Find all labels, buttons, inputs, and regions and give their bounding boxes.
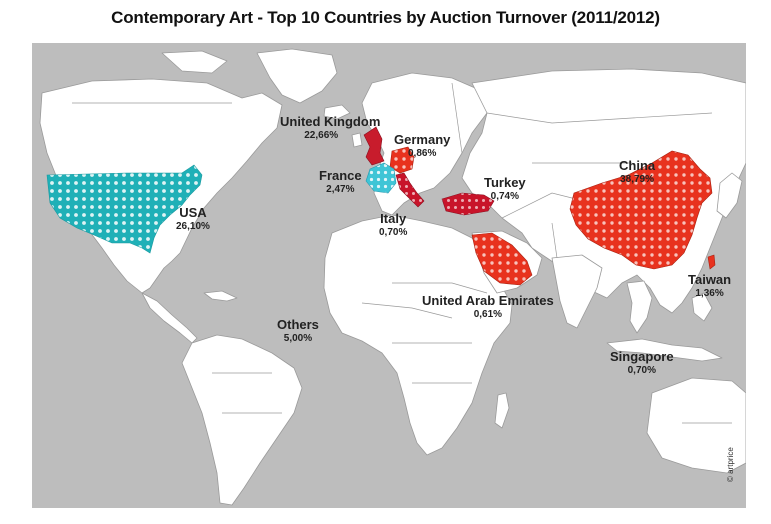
label-singapore-value: 0,70% bbox=[627, 364, 656, 376]
philippines-islands bbox=[691, 292, 713, 322]
label-others-value: 5,00% bbox=[283, 332, 313, 344]
china-region bbox=[569, 150, 713, 270]
label-usa-value: 26,10% bbox=[176, 220, 210, 232]
label-france-value: 2,47% bbox=[326, 183, 355, 195]
label-china: China 38,79% bbox=[619, 158, 656, 185]
india-landmass bbox=[551, 254, 603, 329]
label-france-name: France bbox=[319, 168, 362, 183]
label-china-name: China bbox=[619, 158, 656, 173]
japan-islands bbox=[716, 172, 743, 219]
label-others-name: Others bbox=[277, 317, 319, 332]
label-france: France 2,47% bbox=[319, 168, 362, 195]
label-uae-value: 0,61% bbox=[473, 308, 503, 320]
label-taiwan-name: Taiwan bbox=[688, 272, 732, 287]
africa-landmass bbox=[323, 214, 513, 456]
world-map: USA 26,10% United Kingdom 22,66% Germany… bbox=[32, 43, 746, 508]
caribbean-islands bbox=[203, 290, 238, 302]
label-uae: United Arab Emirates 0,61% bbox=[422, 293, 554, 320]
label-singapore: Singapore 0,70% bbox=[610, 349, 674, 376]
greenland-landmass bbox=[256, 48, 338, 104]
label-uk-name: United Kingdom bbox=[280, 114, 381, 129]
ireland-landmass bbox=[351, 132, 363, 148]
label-others: Others 5,00% bbox=[277, 317, 319, 344]
label-germany: Germany 0,86% bbox=[394, 132, 451, 159]
usa-region bbox=[46, 164, 203, 254]
label-italy: Italy 0,70% bbox=[379, 211, 408, 238]
saudi-uae-region bbox=[471, 232, 533, 286]
label-china-value: 38,79% bbox=[620, 173, 655, 185]
france-region bbox=[365, 162, 397, 194]
arctic-islands bbox=[161, 50, 228, 74]
australia-landmass bbox=[646, 377, 746, 474]
label-taiwan: Taiwan 1,36% bbox=[688, 272, 732, 299]
label-turkey: Turkey 0,74% bbox=[484, 175, 526, 202]
label-italy-value: 0,70% bbox=[379, 226, 408, 238]
label-uk: United Kingdom 22,66% bbox=[280, 114, 381, 141]
label-usa: USA 26,10% bbox=[176, 205, 210, 232]
madagascar-landmass bbox=[494, 392, 510, 429]
label-singapore-name: Singapore bbox=[610, 349, 674, 364]
turkey-region bbox=[441, 192, 495, 216]
label-italy-name: Italy bbox=[380, 211, 407, 226]
map-title: Contemporary Art - Top 10 Countries by A… bbox=[111, 8, 660, 27]
taiwan-region bbox=[707, 254, 716, 270]
central-america-landmass bbox=[141, 292, 198, 344]
label-uk-value: 22,66% bbox=[304, 129, 339, 141]
label-usa-name: USA bbox=[179, 205, 207, 220]
label-turkey-value: 0,74% bbox=[490, 190, 520, 202]
uk-region bbox=[363, 126, 385, 166]
iceland-landmass bbox=[323, 104, 351, 120]
south-america-landmass bbox=[181, 334, 303, 506]
label-taiwan-value: 1,36% bbox=[695, 287, 724, 299]
italy-region bbox=[395, 172, 425, 208]
world-map-graphic bbox=[32, 43, 746, 508]
copyright-notice: © artprice bbox=[726, 447, 735, 482]
label-germany-value: 0,86% bbox=[408, 147, 437, 159]
southeast-asia-landmass bbox=[626, 280, 653, 334]
label-germany-name: Germany bbox=[394, 132, 451, 147]
label-turkey-name: Turkey bbox=[484, 175, 526, 190]
label-uae-name: United Arab Emirates bbox=[422, 293, 554, 308]
indonesia-islands bbox=[606, 338, 723, 362]
